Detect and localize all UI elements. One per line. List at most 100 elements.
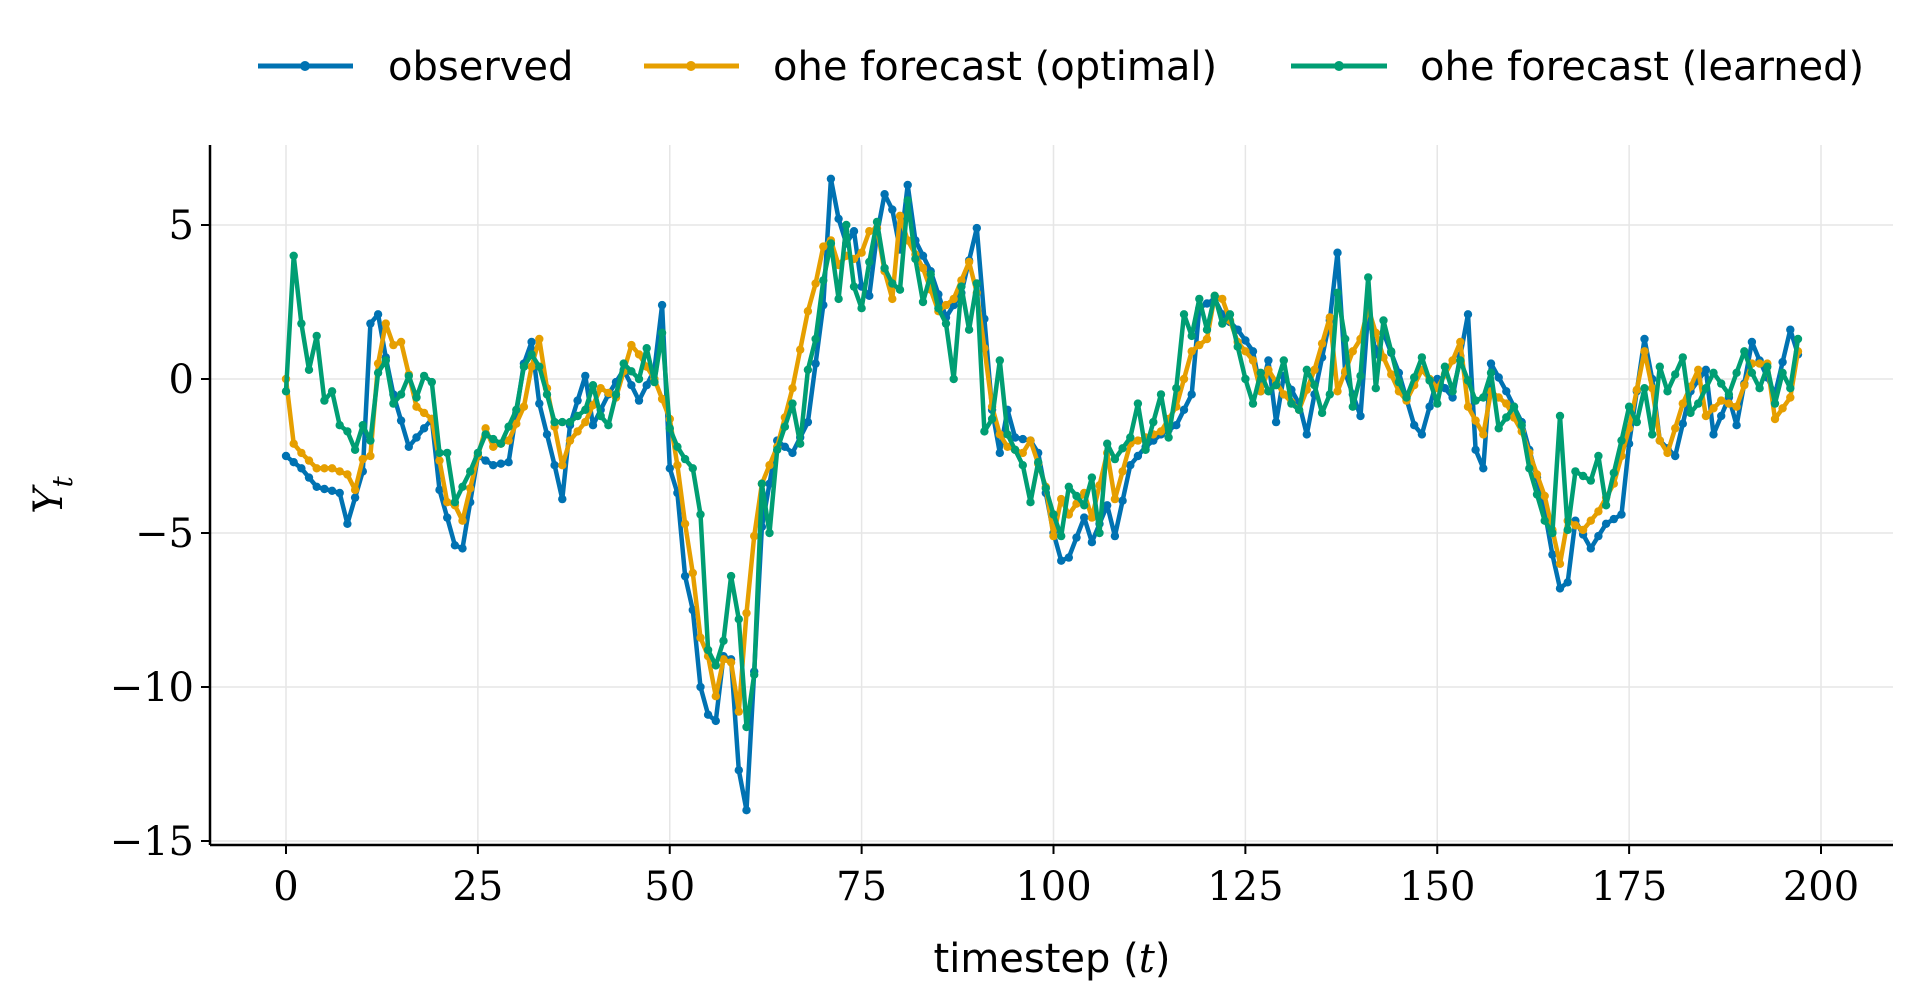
- data-point: [1770, 399, 1780, 408]
- data-point: [1617, 510, 1626, 519]
- data-point: [1640, 347, 1649, 356]
- data-point: [688, 568, 697, 578]
- data-point: [1778, 368, 1787, 377]
- data-point: [1241, 336, 1250, 345]
- y-tick-label: −10: [110, 665, 194, 711]
- data-point: [289, 439, 298, 448]
- data-point: [1279, 356, 1289, 365]
- data-point: [619, 359, 628, 368]
- data-point: [1041, 484, 1051, 493]
- data-point: [788, 384, 797, 393]
- data-point: [304, 473, 314, 482]
- data-point: [1609, 468, 1619, 478]
- data-point: [903, 180, 912, 190]
- data-point: [1179, 310, 1189, 319]
- data-point: [1632, 417, 1642, 427]
- data-point: [443, 498, 452, 507]
- data-point: [834, 294, 843, 304]
- data-point: [1248, 399, 1258, 408]
- data-point: [1793, 334, 1803, 344]
- data-point: [1049, 531, 1058, 541]
- data-point: [435, 448, 444, 458]
- data-point: [1594, 507, 1603, 516]
- data-point: [527, 362, 536, 371]
- data-point: [1003, 442, 1012, 451]
- data-point: [1133, 451, 1143, 461]
- data-point: [895, 285, 905, 294]
- data-point: [389, 399, 398, 408]
- data-point: [726, 571, 736, 581]
- data-point: [550, 417, 559, 427]
- data-point: [949, 294, 958, 304]
- data-point: [458, 482, 467, 491]
- data-point: [381, 356, 390, 365]
- data-point: [427, 377, 436, 387]
- legend: observed ohe forecast (optimal) ohe fore…: [258, 44, 1864, 90]
- data-point: [1080, 501, 1089, 510]
- data-point: [1179, 405, 1189, 414]
- data-point: [726, 658, 736, 667]
- data-point: [803, 365, 813, 374]
- data-point: [1241, 347, 1250, 356]
- data-point: [1578, 471, 1588, 481]
- data-point: [1218, 294, 1227, 304]
- data-point: [1172, 384, 1181, 393]
- data-point: [857, 304, 866, 313]
- data-point: [304, 365, 314, 374]
- x-tick-label: 0: [273, 864, 298, 910]
- data-point: [1463, 402, 1473, 411]
- data-point: [1202, 299, 1212, 308]
- data-point: [281, 451, 291, 461]
- data-point: [734, 707, 743, 716]
- data-point: [711, 716, 720, 726]
- data-point: [757, 479, 767, 488]
- legend-entry-optimal: ohe forecast (optimal): [644, 44, 1217, 90]
- data-point: [1248, 356, 1258, 365]
- data-point: [1341, 334, 1350, 344]
- data-point: [320, 464, 329, 473]
- data-point: [934, 304, 943, 313]
- data-point: [903, 196, 912, 205]
- data-point: [642, 344, 651, 353]
- data-point: [1563, 525, 1572, 535]
- data-point: [1118, 444, 1127, 453]
- data-point: [312, 482, 321, 491]
- data-point: [1317, 408, 1327, 418]
- x-tick-label: 100: [1015, 864, 1091, 910]
- data-point: [496, 439, 506, 448]
- data-point: [1540, 516, 1549, 525]
- data-point: [1686, 408, 1695, 418]
- data-point: [1333, 288, 1342, 297]
- data-point: [1118, 496, 1127, 505]
- data-point: [1425, 376, 1434, 385]
- data-point: [788, 399, 797, 408]
- data-point: [1187, 390, 1196, 399]
- data-point: [1678, 399, 1688, 408]
- data-point: [918, 263, 928, 273]
- data-point: [481, 424, 490, 433]
- data-point: [1187, 347, 1196, 356]
- data-point: [911, 254, 920, 264]
- legend-label-learned: ohe forecast (learned): [1420, 44, 1864, 90]
- data-point: [1517, 421, 1526, 430]
- data-point: [458, 544, 467, 553]
- data-point: [1671, 424, 1680, 433]
- data-point: [1471, 396, 1480, 405]
- data-point: [1364, 273, 1373, 282]
- data-point: [396, 337, 406, 347]
- data-point: [673, 442, 682, 451]
- data-point: [834, 214, 843, 223]
- legend-marker-learned: [1334, 61, 1344, 71]
- data-point: [1417, 430, 1427, 439]
- data-point: [1502, 387, 1511, 396]
- data-point: [1126, 433, 1135, 442]
- data-point: [665, 464, 674, 473]
- data-point: [366, 436, 375, 445]
- data-point: [1701, 365, 1711, 374]
- data-point: [1724, 390, 1734, 399]
- data-point: [1701, 384, 1711, 393]
- data-point: [373, 368, 383, 377]
- data-point: [657, 300, 667, 310]
- data-point: [1786, 325, 1795, 334]
- data-point: [504, 458, 513, 467]
